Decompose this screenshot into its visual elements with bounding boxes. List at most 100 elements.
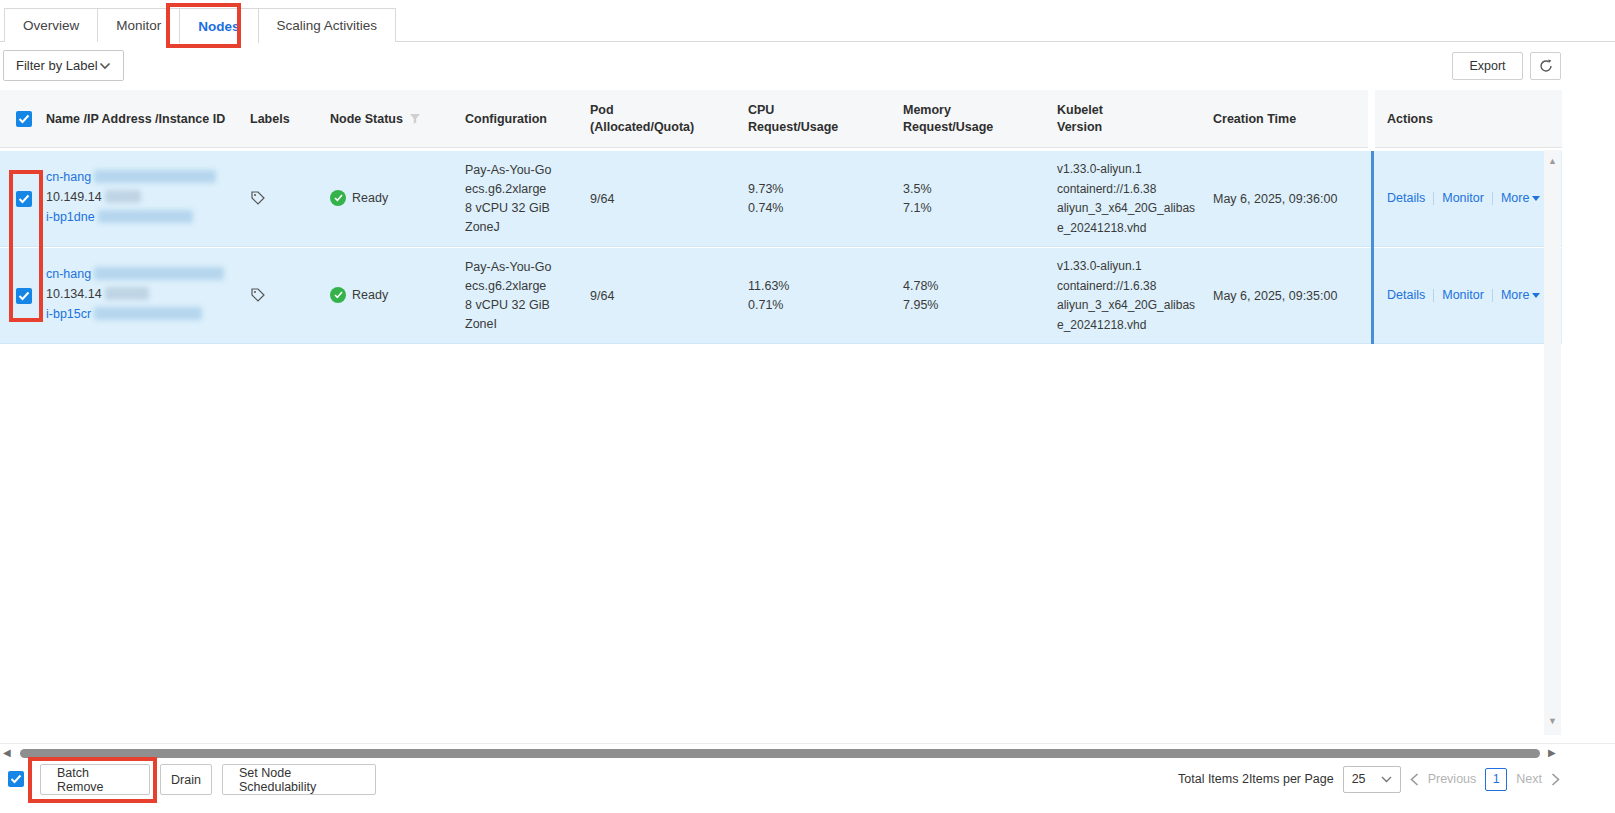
- scroll-left-icon[interactable]: ◀: [3, 747, 11, 758]
- node-name-link[interactable]: cn-hang: [46, 267, 91, 281]
- col-header-node-status-text: Node Status: [330, 112, 403, 126]
- instance-spec: 8 vCPU 32 GiB: [465, 199, 551, 218]
- caret-down-icon: [1532, 293, 1540, 298]
- creation-time: May 6, 2025, 09:36:00: [1213, 192, 1337, 206]
- configuration-cell: Pay-As-You-Go ecs.g6.2xlarge 8 vCPU 32 G…: [465, 258, 551, 334]
- next-page-button[interactable]: Next: [1516, 772, 1542, 786]
- instance-type: ecs.g6.2xlarge: [465, 180, 551, 199]
- monitor-link[interactable]: Monitor: [1442, 288, 1484, 302]
- instance-type: ecs.g6.2xlarge: [465, 277, 551, 296]
- items-per-page-label: Items per Page: [1249, 772, 1334, 786]
- more-dropdown[interactable]: More: [1501, 191, 1540, 205]
- action-separator: [1433, 289, 1434, 302]
- cpu-usage: 0.74%: [748, 199, 783, 218]
- cpu-usage: 0.71%: [748, 296, 789, 315]
- current-page-indicator[interactable]: 1: [1485, 768, 1507, 791]
- node-status-cell: Ready: [330, 287, 388, 303]
- table-row: cn-hang 10.149.14 i-bp1dne Ready Pay-As-…: [0, 151, 1562, 247]
- filter-by-label-dropdown[interactable]: Filter by Label: [3, 50, 124, 81]
- chevron-left-icon[interactable]: [1410, 773, 1419, 786]
- row-checkbox[interactable]: [16, 191, 32, 207]
- instance-id-link[interactable]: i-bp15cr: [46, 307, 91, 321]
- fixed-column-gap: [1368, 90, 1375, 148]
- tab-overview[interactable]: Overview: [4, 8, 98, 42]
- footer-select-all-checkbox[interactable]: [8, 771, 24, 787]
- redacted-ip: [105, 190, 141, 203]
- os-image-line2: e_20241218.vhd: [1057, 316, 1195, 336]
- node-identity-cell: cn-hang 10.149.14 i-bp1dne: [46, 167, 216, 227]
- tag-icon[interactable]: [250, 287, 266, 303]
- col-header-cpu: CPU Request/Usage: [748, 102, 838, 136]
- vertical-scrollbar[interactable]: [1544, 150, 1561, 735]
- tab-nodes[interactable]: Nodes: [179, 8, 258, 43]
- kubelet-version-cell: v1.33.0-aliyun.1 containerd://1.6.38 ali…: [1057, 160, 1195, 238]
- col-header-kubelet-l1: Kubelet: [1057, 102, 1103, 119]
- zone: ZoneI: [465, 315, 551, 334]
- scroll-down-icon[interactable]: ▼: [1544, 716, 1561, 726]
- check-circle-icon: [330, 190, 346, 206]
- col-header-name: Name /IP Address /Instance ID: [46, 90, 225, 148]
- tab-scaling-activities[interactable]: Scaling Activities: [258, 8, 397, 42]
- drain-label: Drain: [171, 773, 201, 787]
- col-header-actions: Actions: [1387, 90, 1433, 148]
- col-header-kubelet: Kubelet Version: [1057, 102, 1103, 136]
- drain-button[interactable]: Drain: [160, 764, 212, 795]
- pod-allocated-quota: 9/64: [590, 289, 614, 303]
- more-label: More: [1501, 191, 1529, 205]
- col-header-pod: Pod (Allocated/Quota): [590, 102, 694, 136]
- col-header-memory-l1: Memory: [903, 102, 993, 119]
- previous-page-button[interactable]: Previous: [1428, 772, 1477, 786]
- fixed-column-separator: [1371, 151, 1374, 344]
- node-name-link[interactable]: cn-hang: [46, 170, 91, 184]
- kubelet-version-cell: v1.33.0-aliyun.1 containerd://1.6.38 ali…: [1057, 257, 1195, 335]
- caret-down-icon: [1532, 196, 1540, 201]
- tab-monitor[interactable]: Monitor: [97, 8, 180, 42]
- details-link[interactable]: Details: [1387, 288, 1425, 302]
- batch-remove-label: Batch Remove: [57, 766, 133, 794]
- os-image-line1: aliyun_3_x64_20G_alibas: [1057, 199, 1195, 219]
- more-label: More: [1501, 288, 1529, 302]
- more-dropdown[interactable]: More: [1501, 288, 1540, 302]
- funnel-icon[interactable]: [409, 113, 421, 125]
- table-header: Name /IP Address /Instance ID Labels Nod…: [0, 90, 1562, 148]
- col-header-memory: Memory Request/Usage: [903, 102, 993, 136]
- scroll-right-icon[interactable]: ▶: [1548, 747, 1556, 758]
- monitor-link[interactable]: Monitor: [1442, 191, 1484, 205]
- col-header-pod-l1: Pod: [590, 102, 694, 119]
- redacted-ip: [105, 287, 149, 300]
- details-link[interactable]: Details: [1387, 191, 1425, 205]
- row-checkbox[interactable]: [16, 288, 32, 304]
- action-separator: [1433, 192, 1434, 205]
- action-separator: [1492, 192, 1493, 205]
- memory-request: 4.78%: [903, 277, 938, 296]
- creation-time: May 6, 2025, 09:35:00: [1213, 289, 1337, 303]
- refresh-button[interactable]: [1530, 52, 1561, 80]
- cpu-request: 9.73%: [748, 180, 783, 199]
- kubelet-version: v1.33.0-aliyun.1: [1057, 257, 1195, 277]
- nodes-page: Overview Monitor Nodes Scaling Activitie…: [0, 0, 1615, 813]
- instance-spec: 8 vCPU 32 GiB: [465, 296, 551, 315]
- node-ip: 10.134.14: [46, 287, 102, 301]
- redacted-instance-id: [98, 210, 193, 223]
- set-node-schedulability-button[interactable]: Set Node Schedulability: [222, 764, 376, 795]
- horizontal-scrollbar-thumb[interactable]: [20, 749, 1540, 758]
- page-size-select[interactable]: 25: [1343, 766, 1401, 793]
- col-header-node-status[interactable]: Node Status: [330, 90, 421, 148]
- action-separator: [1492, 289, 1493, 302]
- container-runtime: containerd://1.6.38: [1057, 277, 1195, 297]
- tab-bar: Overview Monitor Nodes Scaling Activitie…: [0, 8, 1615, 42]
- cpu-request: 11.63%: [748, 277, 789, 296]
- select-all-checkbox[interactable]: [16, 111, 32, 127]
- batch-remove-button[interactable]: Batch Remove: [40, 764, 150, 795]
- page-size-value: 25: [1352, 772, 1366, 786]
- instance-id-link[interactable]: i-bp1dne: [46, 210, 95, 224]
- chevron-right-icon[interactable]: [1551, 773, 1560, 786]
- billing-method: Pay-As-You-Go: [465, 161, 551, 180]
- col-header-kubelet-l2: Version: [1057, 119, 1103, 136]
- tag-icon[interactable]: [250, 190, 266, 206]
- scroll-up-icon[interactable]: ▲: [1544, 156, 1561, 166]
- export-button[interactable]: Export: [1452, 52, 1523, 80]
- node-identity-cell: cn-hang 10.134.14 i-bp15cr: [46, 264, 224, 324]
- memory-request: 3.5%: [903, 180, 932, 199]
- chevron-down-icon: [99, 62, 111, 70]
